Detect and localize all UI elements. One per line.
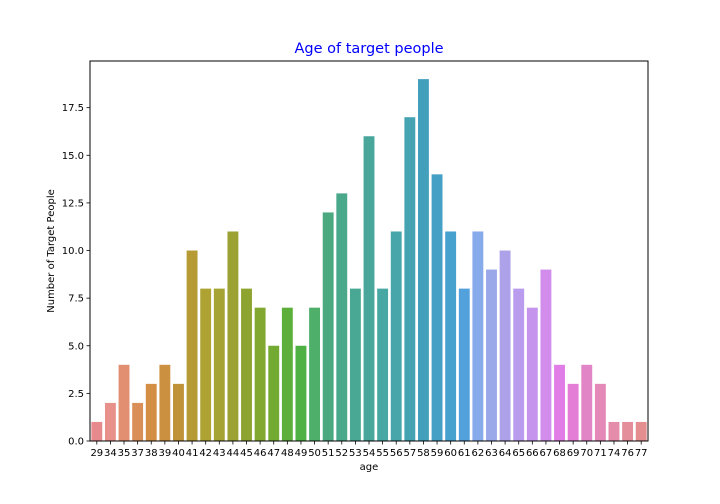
- x-tick-label: 41: [186, 448, 199, 459]
- bar-age-39: [159, 364, 171, 441]
- y-tick-label: 12.5: [62, 198, 84, 209]
- x-tick-label: 48: [281, 448, 294, 459]
- x-tick-label: 76: [621, 448, 634, 459]
- x-tick-label: 37: [131, 448, 144, 459]
- bar-age-59: [431, 174, 443, 441]
- bar-age-62: [472, 231, 484, 441]
- y-axis-label: Number of Target People: [46, 189, 57, 313]
- bar-age-42: [200, 288, 212, 441]
- bar-age-67: [540, 269, 552, 441]
- x-tick-label: 49: [295, 448, 308, 459]
- bar-age-47: [268, 345, 280, 441]
- bar-age-77: [635, 421, 647, 441]
- bar-age-29: [91, 421, 103, 441]
- bar-age-65: [513, 288, 525, 441]
- bar-age-52: [336, 193, 348, 441]
- y-tick-label: 0.0: [68, 437, 84, 448]
- x-tick-label: 42: [199, 448, 212, 459]
- x-tick-label: 40: [172, 448, 185, 459]
- chart-title: Age of target people: [294, 41, 443, 57]
- y-tick-label: 7.5: [68, 294, 84, 305]
- bar-age-46: [254, 307, 266, 441]
- x-tick-label: 77: [635, 448, 648, 459]
- x-tick-label: 71: [594, 448, 607, 459]
- x-tick-label: 67: [540, 448, 553, 459]
- x-tick-label: 65: [512, 448, 525, 459]
- y-tick-label: 15.0: [62, 151, 84, 162]
- x-tick-label: 66: [526, 448, 539, 459]
- bar-age-35: [118, 364, 130, 441]
- x-axis-label: age: [360, 462, 379, 473]
- x-tick-label: 47: [267, 448, 280, 459]
- x-tick-label: 63: [485, 448, 498, 459]
- bar-age-40: [173, 383, 184, 441]
- bar-age-50: [309, 307, 321, 441]
- bar-age-76: [622, 421, 634, 441]
- y-axis: 0.0 2.5 5.0 7.5 10.0 12.5 15.0 17.5: [62, 103, 90, 448]
- bar-age-69: [567, 383, 579, 441]
- x-tick-label: 52: [335, 448, 348, 459]
- bar-age-48: [281, 307, 293, 441]
- bar-age-70: [581, 364, 593, 441]
- x-tick-label: 43: [213, 448, 226, 459]
- x-tick-label: 54: [363, 448, 376, 459]
- bar-age-38: [145, 383, 157, 441]
- bars-group: [91, 79, 647, 442]
- bar-age-63: [486, 269, 497, 441]
- bar-age-45: [241, 288, 252, 441]
- bar-age-61: [458, 288, 470, 441]
- bar-age-66: [526, 307, 538, 441]
- bar-age-68: [554, 364, 565, 441]
- x-tick-label: 50: [308, 448, 321, 459]
- x-tick-label: 53: [349, 448, 362, 459]
- bar-age-60: [445, 231, 457, 441]
- x-tick-label: 38: [145, 448, 158, 459]
- x-tick-label: 62: [472, 448, 485, 459]
- x-tick-label: 45: [240, 448, 253, 459]
- x-tick-label: 56: [390, 448, 403, 459]
- y-tick-label: 5.0: [68, 341, 84, 352]
- x-tick-label: 69: [567, 448, 580, 459]
- bar-age-54: [363, 136, 375, 442]
- y-tick-label: 2.5: [68, 389, 84, 400]
- x-tick-label: 35: [118, 448, 131, 459]
- bar-age-37: [132, 402, 144, 441]
- x-tick-label: 44: [227, 448, 240, 459]
- bar-age-44: [227, 231, 239, 441]
- x-tick-label: 34: [104, 448, 117, 459]
- bar-age-74: [608, 421, 620, 441]
- x-tick-label: 51: [322, 448, 335, 459]
- bar-age-56: [390, 231, 402, 441]
- bar-age-55: [377, 288, 389, 441]
- y-tick-label: 10.0: [62, 246, 84, 257]
- y-tick-label: 17.5: [62, 103, 84, 114]
- x-tick-label: 64: [499, 448, 512, 459]
- bar-age-43: [213, 288, 225, 441]
- bar-age-57: [404, 117, 416, 441]
- bar-age-64: [499, 250, 511, 441]
- x-tick-label: 59: [431, 448, 444, 459]
- bar-age-41: [186, 250, 198, 441]
- x-tick-label: 39: [158, 448, 171, 459]
- x-tick-label: 55: [376, 448, 389, 459]
- bar-age-58: [418, 79, 429, 441]
- x-tick-label: 70: [580, 448, 593, 459]
- bar-age-49: [295, 345, 307, 441]
- x-tick-label: 58: [417, 448, 430, 459]
- x-tick-label: 60: [444, 448, 457, 459]
- x-tick-label: 57: [403, 448, 416, 459]
- bar-age-53: [349, 288, 361, 441]
- x-tick-label: 61: [458, 448, 471, 459]
- x-tick-label: 68: [553, 448, 566, 459]
- x-tick-label: 74: [608, 448, 621, 459]
- bar-age-51: [322, 212, 334, 441]
- x-axis: 29 34 35 37 38 39 40 41 42 43 44 45 46 47 48 49 50 51 52 53…: [90, 441, 648, 459]
- bar-age-71: [594, 383, 606, 441]
- x-tick-label: 29: [90, 448, 103, 459]
- bar-age-34: [104, 402, 116, 441]
- x-tick-label: 46: [254, 448, 267, 459]
